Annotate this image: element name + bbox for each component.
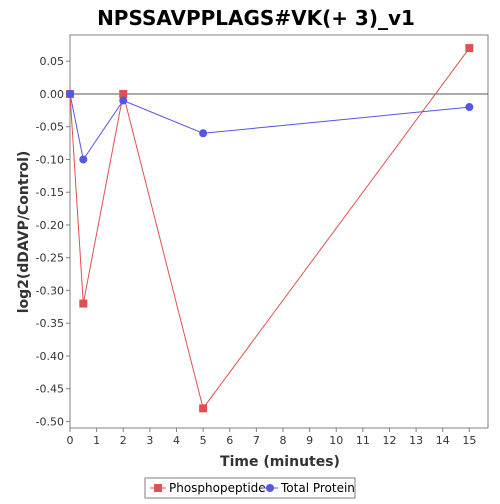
data-point-phosphopeptide-1 bbox=[79, 299, 88, 308]
y-tick-label-10: -0.45 bbox=[36, 383, 64, 396]
y-tick-label-1: 0.00 bbox=[40, 88, 65, 101]
legend-swatch-total-protein bbox=[266, 484, 274, 492]
x-axis: 0 1 2 3 4 5 6 7 8 9 10 11 12 13 14 15 bbox=[67, 428, 476, 447]
data-point-phosphopeptide-4 bbox=[465, 44, 474, 53]
x-tick-label-7: 7 bbox=[253, 434, 260, 447]
x-tick-label-14: 14 bbox=[436, 434, 450, 447]
x-tick-label-0: 0 bbox=[67, 434, 74, 447]
y-axis-label: log2(dDAVP/Control) bbox=[16, 151, 32, 314]
legend-swatch-phosphopeptide bbox=[154, 484, 162, 492]
x-tick-label-9: 9 bbox=[306, 434, 313, 447]
x-tick-label-13: 13 bbox=[409, 434, 423, 447]
x-tick-label-1: 1 bbox=[93, 434, 100, 447]
data-point-phosphopeptide-3 bbox=[199, 404, 208, 413]
y-tick-label-5: -0.20 bbox=[36, 219, 64, 232]
data-point-total-protein-3 bbox=[199, 129, 208, 138]
legend: Phosphopeptide Total Protein bbox=[144, 477, 356, 499]
data-point-total-protein-2 bbox=[119, 96, 128, 105]
x-tick-label-2: 2 bbox=[120, 434, 127, 447]
y-tick-label-3: -0.10 bbox=[36, 153, 64, 166]
legend-box bbox=[144, 477, 356, 499]
x-tick-label-3: 3 bbox=[146, 434, 153, 447]
y-tick-label-7: -0.30 bbox=[36, 284, 64, 297]
x-axis-label: Time (minutes) bbox=[220, 454, 340, 470]
x-tick-label-12: 12 bbox=[382, 434, 396, 447]
y-axis: 0.05 0.00 -0.05 -0.10 -0.15 -0.20 -0.25 -0.30 -0… bbox=[36, 55, 70, 428]
x-tick-label-5: 5 bbox=[200, 434, 207, 447]
data-point-total-protein-4 bbox=[465, 103, 474, 112]
y-tick-label-9: -0.40 bbox=[36, 350, 64, 363]
data-point-phosphopeptide-2 bbox=[119, 89, 128, 98]
y-tick-label-6: -0.25 bbox=[36, 252, 64, 265]
x-tick-label-15: 15 bbox=[462, 434, 476, 447]
y-tick-label-0: 0.05 bbox=[40, 55, 65, 68]
legend-label-phosphopeptide: Phosphopeptide bbox=[169, 481, 266, 495]
data-point-total-protein-1 bbox=[79, 155, 88, 164]
x-tick-label-4: 4 bbox=[173, 434, 180, 447]
y-tick-label-4: -0.15 bbox=[36, 186, 64, 199]
x-tick-label-10: 10 bbox=[329, 434, 343, 447]
x-tick-label-6: 6 bbox=[226, 434, 233, 447]
y-tick-label-2: -0.05 bbox=[36, 121, 64, 134]
x-tick-label-8: 8 bbox=[279, 434, 286, 447]
y-tick-label-11: -0.50 bbox=[36, 415, 64, 428]
series-layer bbox=[66, 44, 474, 413]
data-point-total-protein-0 bbox=[66, 89, 74, 98]
chart-title: NPSSAVPPLAGS#VK(+ 3)_v1 bbox=[97, 6, 415, 30]
x-tick-label-11: 11 bbox=[356, 434, 370, 447]
y-tick-label-8: -0.35 bbox=[36, 317, 64, 330]
plot-area bbox=[69, 34, 489, 429]
legend-label-total-protein: Total Protein bbox=[280, 481, 355, 495]
